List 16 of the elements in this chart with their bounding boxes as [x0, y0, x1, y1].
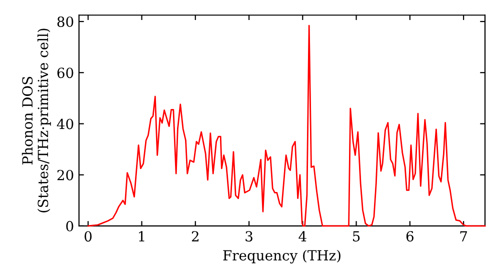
y-tick-label: 0: [66, 220, 74, 232]
x-tick-label: 0: [84, 231, 92, 242]
y-tick-label: 80: [57, 16, 74, 27]
x-tick-label: 1: [139, 231, 144, 242]
x-tick-label: 2: [192, 231, 198, 242]
x-tick-label: 7: [460, 231, 467, 242]
x-tick-label: 5: [353, 231, 360, 242]
y-tick-label: 60: [57, 68, 74, 78]
y-tick-label: 20: [57, 170, 74, 180]
x-tick-label: 6: [406, 231, 414, 242]
x-tick-label: 4: [298, 231, 306, 242]
x-tick-label: 3: [246, 231, 252, 242]
line-series: [87, 24, 486, 227]
y-axis-title: Phonon DOS (States/THz·primitive cell): [22, 28, 51, 212]
x-axis-title: Frequency (THz): [223, 250, 340, 264]
y-tick-label: 40: [56, 118, 74, 130]
